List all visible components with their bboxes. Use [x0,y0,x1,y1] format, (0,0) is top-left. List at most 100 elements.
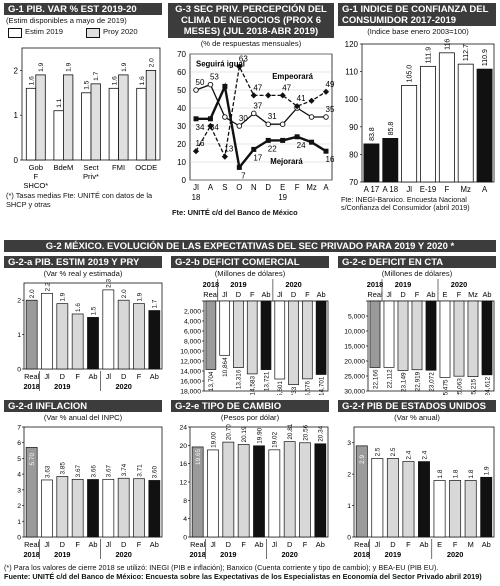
y-tick-label: 1 [14,111,19,120]
x-tick-label: E [437,540,442,549]
bar-value-label: 3.71 [136,464,143,477]
y-tick-label: 60 [177,68,186,77]
x-tick-label: E [443,290,448,299]
bar-value-label: 23,149 [400,372,407,392]
bar-value-label: 1.6 [29,76,36,85]
g2e-subtitle: (Pesos por dólar) [220,413,280,422]
bar-value-label: 112.7 [463,44,470,61]
x-group-label: 2018 [354,550,370,559]
bar-value-label: 13,721 [263,371,270,391]
bar [191,446,204,538]
x-tick-label: Sect [83,163,99,172]
bar-value-label: 22,919 [414,371,421,391]
g2a-header: G-2-a PIB. ESTIM 2019 Y PRY 2020 [4,256,162,279]
g3-source: Fte: UNITÉ c/d del Banco de México [172,208,298,217]
point-label: 16 [196,139,205,148]
data-point [236,123,243,129]
y-tick-label: 30,000 [344,389,365,396]
g2b-header: G-2-b DEFICIT COMERCIAL [171,256,329,268]
bar [402,461,415,538]
y-tick-label: 5 [17,456,21,463]
x-tick-label: E-19 [420,185,436,194]
g2c-subtitle: (Millones de dólares) [381,269,453,278]
bar [233,300,244,368]
x-tick-label: Real [203,290,219,299]
g2c-header: G-2-c DEFICIT EN CTA CORRIENTE [338,256,496,279]
y-tick-label: 15,000 [344,344,365,351]
bar [222,441,235,538]
x-tick-label: FMI [112,163,125,172]
point-label: 31 [268,112,277,121]
bar-value-label: 20.81 [287,423,294,439]
y-tick-label: 0 [14,156,19,165]
g2d-chart: 0 1 2 3 4 5 6 7 5.70 Real 3.63 Jl 3.85 D 3.67 F 3.66 Ab 3.… [17,425,163,559]
bar [207,449,219,538]
bar [81,92,92,161]
bar [453,300,465,377]
x-tick-label: D [236,290,241,299]
bar-value-label: 1.7 [152,299,159,308]
bar [260,300,272,370]
x-tick-label: Jl [44,372,50,381]
bar [148,480,161,538]
x-group-label: 2020 [281,550,297,559]
y-tick-label: 14,000 [180,369,201,376]
series-name-label: Empeorará [272,72,313,81]
data-point [323,114,329,120]
g2f-chart: 0 1 2 3 2.9 Real 2.5 Jl 2.5 D 2.4 F 2.4 Ab 1.8 E 1.8 F 1.8… [347,426,495,559]
point-label: 34 [196,123,205,132]
bar [314,443,327,538]
bar-value-label: 1.8 [437,469,444,478]
bar-value-label: 1.5 [84,80,91,89]
y-tick-label: 20 [179,443,187,450]
x-tick-label: SHCO* [23,181,48,190]
data-point [251,110,257,117]
data-point [207,122,214,130]
x-tick-label: D [390,540,395,549]
bar-value-label: 25,215 [470,378,477,395]
x-tick-label: S [222,183,227,192]
y-tick-label: 70 [177,50,186,59]
x-tick-label: A 18 [382,185,398,194]
bar-value-label: 3.60 [152,466,159,479]
bar [355,445,368,538]
bar-value-label: 3.74 [121,463,128,476]
bar-value-label: 20.34 [318,425,325,441]
y-tick-label: 100 [345,95,359,104]
point-label: 47 [282,83,291,92]
bar [25,299,38,370]
x-tick-label: Jl [386,290,392,299]
y-tick-label: 12 [179,480,187,487]
series-line [196,82,327,171]
bar-value-label: 19.00 [210,431,217,447]
x-tick-label: Jl [277,290,283,299]
data-point [207,116,213,122]
data-point [294,134,300,140]
bar [268,449,281,538]
bar-value-label: 10,864 [222,357,229,377]
bar [397,300,409,371]
bar-value-label: 2.3 [106,279,113,288]
bar-value-label: 19.65 [195,448,202,464]
data-point [193,87,199,93]
g3-subtitle: (% de respuestas mensuales) [200,39,302,48]
bar-value-label: 1.9 [66,62,73,71]
g2b-chart: 2,000 4,000 6,000 8,000 10,000 12,000 14,000 16… [180,279,329,395]
bar [246,300,258,375]
bar [369,300,381,368]
bar-value-label: 83.8 [369,127,376,141]
point-label: 22 [268,144,277,153]
bar-value-label: 1.6 [139,76,146,85]
bar-value-label: 2.5 [375,447,382,456]
x-tick-label: F [303,540,308,549]
data-point [308,114,315,120]
data-point [265,137,271,143]
y-tick-label: 2 [14,66,19,75]
bar-value-label: 23,072 [428,372,435,392]
x-tick-label: Ab [482,540,491,549]
x-tick-label: F [250,290,255,299]
x-tick-label: Ab [150,372,159,381]
bar-value-label: 2.4 [406,450,413,459]
x-tick-label: F [406,540,411,549]
